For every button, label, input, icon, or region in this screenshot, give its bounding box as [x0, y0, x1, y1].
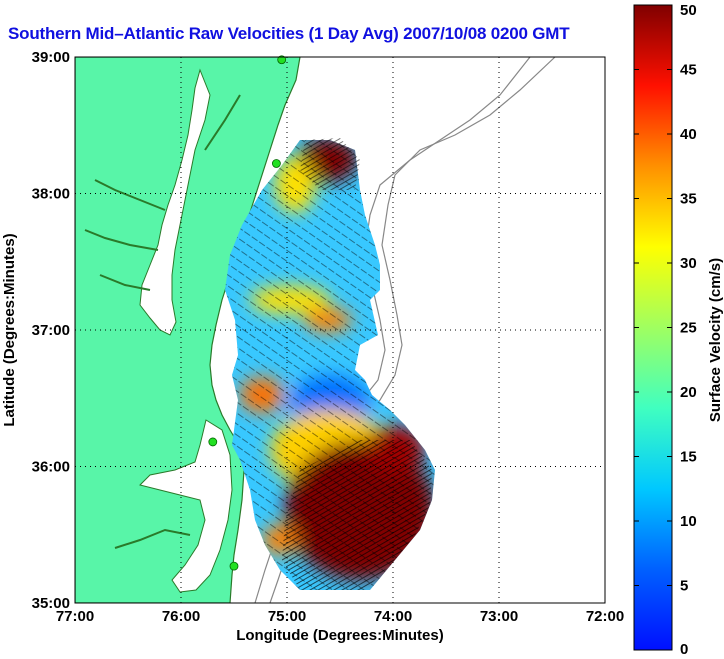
- chesapeake-bay: [139, 68, 211, 336]
- y-tick-4: 39:00: [32, 49, 70, 66]
- river-1: [94, 179, 166, 211]
- colorbar-tick-8: 40: [680, 126, 697, 143]
- colorbar-tick-7: 35: [680, 191, 697, 208]
- colorbar-tick-0: 0: [680, 641, 688, 658]
- x-tick-2: 75:00: [268, 608, 306, 625]
- river-4: [204, 94, 241, 151]
- radar-site-0: [277, 55, 287, 65]
- gridlines: [75, 57, 605, 603]
- y-tick-labels: 35:00 36:00 37:00 38:00 39:00: [32, 49, 70, 612]
- colorbar-tick-5: 25: [680, 320, 697, 337]
- river-3: [99, 274, 151, 291]
- radar-site-1: [271, 159, 281, 168]
- velocity-field: [225, 138, 435, 590]
- colorbar-tick-3: 15: [680, 449, 697, 466]
- pamlico-sound: [139, 419, 233, 593]
- y-tick-2: 37:00: [32, 322, 70, 339]
- x-tick-3: 74:00: [374, 608, 412, 625]
- plot-frame: [74, 56, 606, 604]
- y-tick-0: 35:00: [32, 595, 70, 612]
- x-axis-label: Longitude (Degrees:Minutes): [236, 627, 444, 644]
- river-2: [84, 229, 159, 251]
- colorbar-ticks: 0 5 10 15 20 25 30 35 40 45 50: [634, 2, 697, 658]
- land-mass: [75, 57, 301, 603]
- dense-vectors-north: [300, 138, 360, 190]
- colorbar-label: Surface Velocity (cm/s): [707, 258, 724, 422]
- colorbar-tick-4: 20: [680, 384, 697, 401]
- radar-site-2: [208, 437, 218, 447]
- dense-vectors-south: [282, 440, 432, 590]
- sound-river: [114, 528, 191, 549]
- colorbar: [633, 4, 673, 651]
- y-tick-1: 36:00: [32, 459, 70, 476]
- radar-site-3: [229, 561, 239, 571]
- x-tick-labels: 77:00 76:00 75:00 74:00 73:00 72:00: [56, 608, 624, 625]
- colorbar-tick-1: 5: [680, 578, 688, 595]
- colorbar-tick-9: 45: [680, 62, 697, 79]
- x-tick-0: 77:00: [56, 608, 94, 625]
- y-axis-label: Latitude (Degrees:Minutes): [1, 233, 18, 426]
- colorbar-tick-2: 10: [680, 513, 697, 530]
- x-tick-4: 73:00: [480, 608, 518, 625]
- radar-sites: [208, 55, 287, 571]
- y-tick-3: 38:00: [32, 186, 70, 203]
- x-tick-5: 72:00: [586, 608, 624, 625]
- map-title: Southern Mid–Atlantic Raw Velocities (1 …: [8, 24, 570, 43]
- x-tick-1: 76:00: [162, 608, 200, 625]
- colorbar-tick-6: 30: [680, 255, 697, 272]
- colorbar-tick-10: 50: [680, 2, 697, 19]
